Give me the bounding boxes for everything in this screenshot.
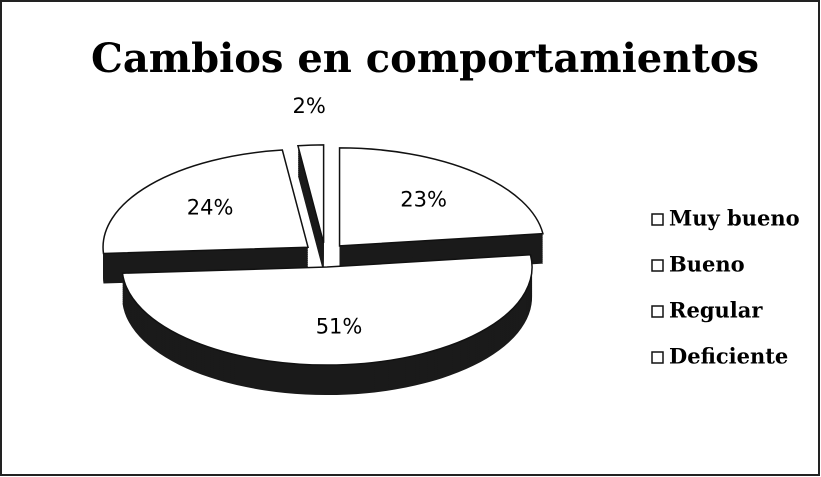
legend-swatch bbox=[651, 259, 664, 272]
legend-label: Muy bueno bbox=[669, 206, 800, 231]
slice bbox=[102, 149, 310, 255]
slice bbox=[296, 144, 325, 244]
legend-swatch bbox=[651, 351, 664, 364]
data-label: 2% bbox=[293, 94, 326, 118]
legend-label: Bueno bbox=[669, 252, 745, 277]
legend-swatch bbox=[651, 213, 664, 226]
data-label: 23% bbox=[400, 187, 447, 211]
data-label: 24% bbox=[187, 196, 234, 220]
legend-label: Regular bbox=[669, 298, 763, 323]
slice bbox=[121, 253, 533, 366]
legend-label: Deficiente bbox=[669, 344, 788, 369]
data-label: 51% bbox=[316, 315, 363, 339]
legend-swatch bbox=[651, 305, 664, 318]
chart-title: Cambios en comportamientos bbox=[91, 35, 759, 82]
slice bbox=[338, 147, 544, 247]
